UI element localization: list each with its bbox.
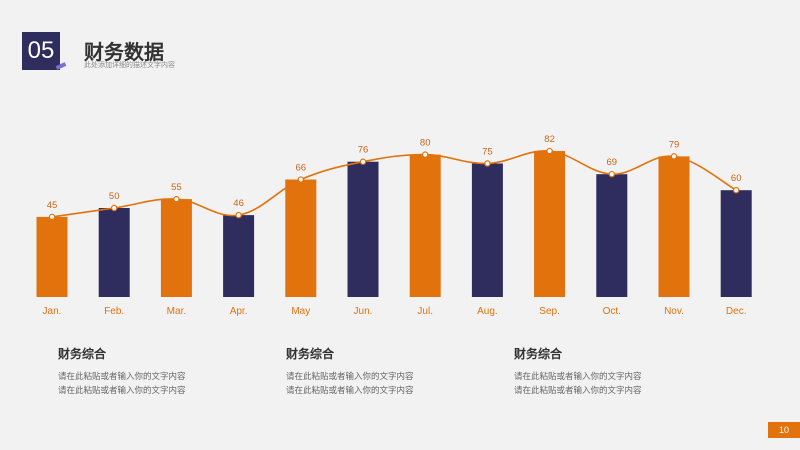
data-label: 60 bbox=[731, 173, 742, 184]
trend-point bbox=[546, 147, 553, 155]
bar-jun bbox=[347, 161, 379, 297]
x-tick-label: Sep. bbox=[539, 306, 560, 317]
page-subtitle: 此处添加详细的描述文字内容 bbox=[84, 61, 175, 69]
data-label: 45 bbox=[47, 200, 58, 211]
summary-text: 请在此粘贴或者输入你的文字内容 bbox=[58, 386, 186, 396]
trend-point bbox=[733, 186, 740, 194]
x-tick-label: Aug. bbox=[477, 306, 498, 317]
x-tick-label: May bbox=[291, 306, 310, 317]
bar-feb bbox=[98, 208, 130, 297]
bar-oct bbox=[596, 174, 628, 297]
summary-text: 请在此粘贴或者输入你的文字内容 bbox=[286, 372, 414, 382]
bar-jul bbox=[409, 154, 441, 297]
trend-point bbox=[173, 195, 180, 203]
x-tick-label: Nov. bbox=[664, 306, 684, 317]
data-label: 82 bbox=[544, 134, 555, 145]
x-tick-label: Feb. bbox=[104, 306, 124, 317]
bar-aug bbox=[471, 163, 503, 297]
trend-point bbox=[608, 170, 616, 178]
data-label: 55 bbox=[171, 182, 182, 193]
trend-point bbox=[484, 160, 491, 167]
x-tick-label: Jun. bbox=[354, 306, 373, 317]
bar-dec bbox=[720, 190, 752, 297]
data-label: 50 bbox=[109, 191, 120, 202]
bar-may bbox=[285, 179, 317, 297]
data-label: 69 bbox=[607, 157, 618, 168]
x-tick-label: Jul. bbox=[417, 306, 433, 317]
summary-title: 财务综合 bbox=[286, 347, 335, 361]
summary-text: 请在此粘贴或者输入你的文字内容 bbox=[58, 372, 186, 382]
x-tick-label: Oct. bbox=[603, 306, 621, 317]
bar-mar bbox=[160, 199, 192, 297]
data-label: 46 bbox=[233, 198, 244, 209]
bar-jan bbox=[36, 216, 68, 297]
summary-block-2: 财务综合 请在此粘贴或者输入你的文字内容 请在此粘贴或者输入你的文字内容 bbox=[286, 345, 486, 398]
summary-title: 财务综合 bbox=[514, 347, 563, 361]
bar-sep bbox=[534, 151, 566, 297]
trend-point bbox=[359, 158, 367, 165]
summary-text: 请在此粘贴或者输入你的文字内容 bbox=[286, 386, 414, 396]
data-label: 66 bbox=[296, 163, 307, 174]
x-tick-label: Jan. bbox=[43, 306, 62, 317]
data-label: 80 bbox=[420, 138, 431, 149]
trend-point bbox=[110, 204, 118, 212]
summary-block-1: 财务综合 请在此粘贴或者输入你的文字内容 请在此粘贴或者输入你的文字内容 bbox=[58, 345, 258, 398]
trend-point bbox=[235, 211, 242, 219]
trend-line bbox=[51, 150, 737, 218]
summary-text: 请在此粘贴或者输入你的文字内容 bbox=[514, 386, 642, 396]
x-tick-label: Apr. bbox=[230, 306, 248, 317]
trend-point bbox=[297, 176, 304, 183]
section-number: 05 bbox=[22, 32, 60, 70]
data-label: 75 bbox=[482, 147, 493, 158]
data-label: 76 bbox=[358, 145, 369, 156]
summary-text: 请在此粘贴或者输入你的文字内容 bbox=[514, 372, 642, 382]
page-title: 财务数据 bbox=[84, 40, 164, 64]
x-tick-label: Mar. bbox=[167, 306, 186, 317]
trend-point bbox=[48, 213, 56, 221]
trend-point bbox=[422, 151, 429, 158]
data-label: 79 bbox=[669, 139, 680, 150]
bar-nov bbox=[658, 156, 690, 297]
page-number-badge: 10 bbox=[768, 422, 800, 438]
x-tick-label: Dec. bbox=[726, 306, 747, 317]
summary-title: 财务综合 bbox=[58, 347, 107, 361]
bar-apr bbox=[223, 215, 255, 297]
trend-point bbox=[670, 153, 678, 160]
summary-block-3: 财务综合 请在此粘贴或者输入你的文字内容 请在此粘贴或者输入你的文字内容 bbox=[514, 345, 714, 398]
